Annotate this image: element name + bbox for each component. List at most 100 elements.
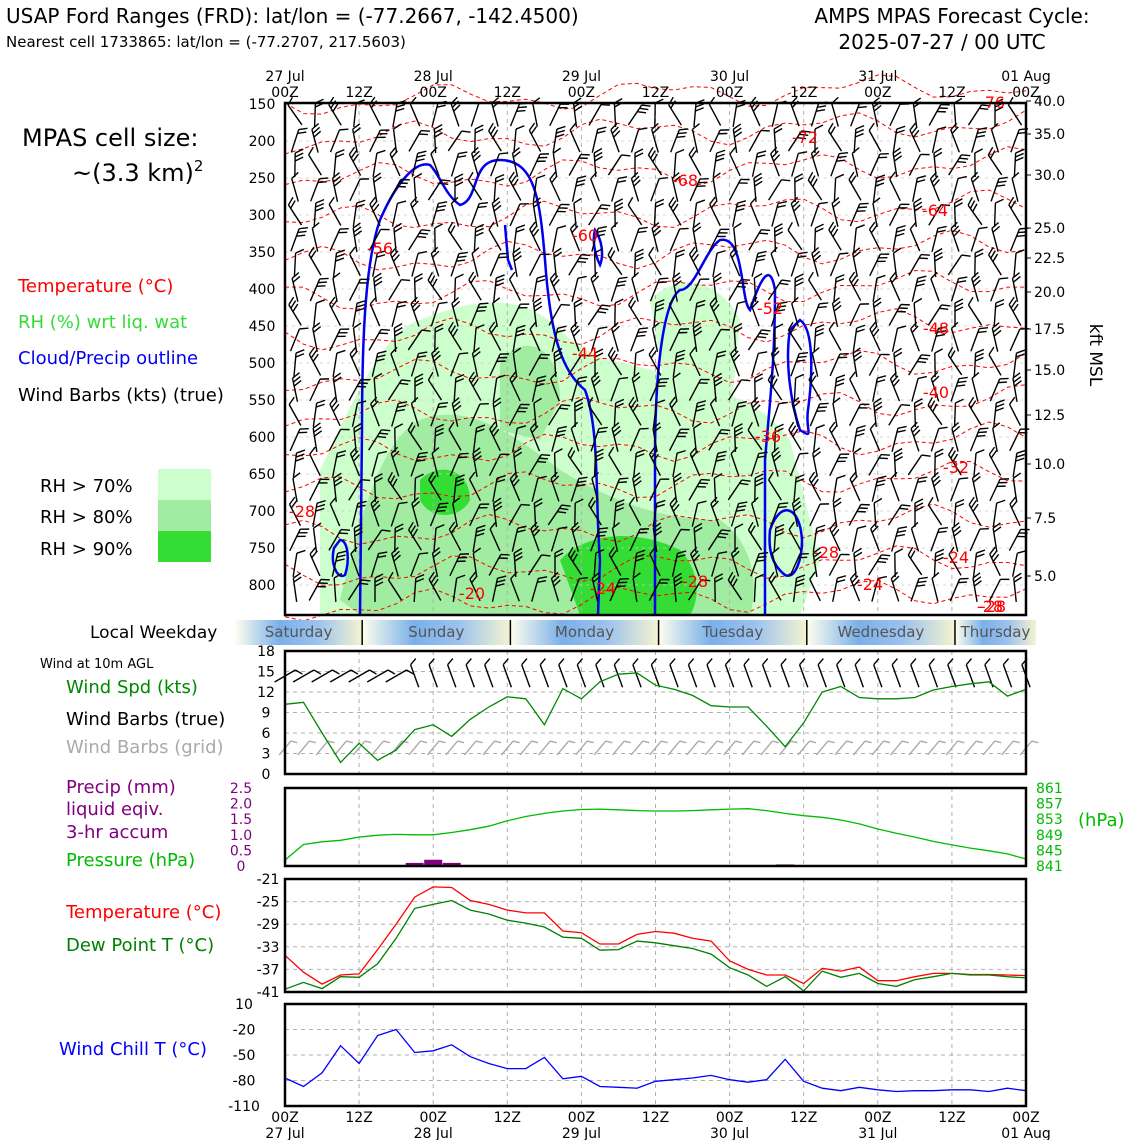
- wind-barb-feather: [971, 373, 980, 379]
- wind-barb-feather: [720, 226, 729, 233]
- wind-barb-staff: [354, 103, 357, 127]
- wind-barb-staff: [952, 178, 958, 201]
- bottom-time-tick: 12Z: [642, 1110, 669, 1126]
- pressure-axis-tick-label: 841: [1036, 859, 1063, 875]
- pressure-tick-label: 800: [249, 578, 276, 594]
- surface-wind-barb-true: [854, 659, 870, 688]
- wind-barb-staff: [350, 179, 360, 201]
- wind-barb: [635, 249, 644, 277]
- forecast-cycle-value: 2025-07-27 / 00 UTC: [838, 30, 1045, 54]
- wind-barb: [966, 297, 988, 325]
- wind-barb-feather: [516, 228, 524, 233]
- wind-barb-feather: [820, 400, 829, 407]
- wind-barb-feather: [816, 328, 824, 333]
- legend-precip-1: Precip (mm): [66, 777, 176, 798]
- surface-wind-barb-grid-staff: [409, 741, 421, 755]
- wind-barb: [293, 573, 305, 602]
- wind-note: Wind at 10m AGL: [40, 657, 154, 672]
- wind-barb: [514, 125, 524, 154]
- wind-barb-feather: [377, 149, 386, 154]
- surface-wind-barb-grid-feather: [569, 739, 576, 745]
- wind-barb-staff: [293, 553, 297, 577]
- wind-barb: [971, 225, 987, 254]
- wind-barb-feather: [594, 156, 602, 161]
- wind-barb: [849, 501, 870, 529]
- wind-barb: [952, 175, 967, 204]
- top-date-label: 29 Jul: [562, 69, 601, 85]
- wind-panel-tick-label: 12: [257, 685, 275, 701]
- wind-barb-staff: [995, 203, 996, 227]
- wind-barb-staff: [448, 131, 461, 151]
- wind-barb-feather: [594, 152, 602, 157]
- surface-wind-barb-true: [928, 659, 944, 688]
- wind-barb-staff: [373, 153, 377, 177]
- wind-barb-staff: [370, 304, 379, 326]
- temp-panel-tick-label: -25: [257, 895, 280, 911]
- wind-barb: [966, 197, 989, 225]
- surface-wind-barb-true: [613, 659, 629, 688]
- wind-barb: [850, 401, 870, 430]
- wind-barb: [368, 97, 388, 126]
- surface-wind-barb-grid-staff: [724, 741, 736, 755]
- legend-rh80-swatch: [158, 500, 211, 531]
- wind-barb-feather: [316, 199, 324, 204]
- temp-contour-label: -24: [590, 579, 616, 598]
- surface-wind-barb-grid-feather: [420, 739, 427, 745]
- weekday-label: Monday: [555, 623, 614, 641]
- wind-barb-feather: [817, 524, 825, 529]
- wind-barb-feather: [819, 200, 828, 206]
- wind-barb-feather: [635, 253, 643, 257]
- wind-barb: [890, 472, 907, 501]
- wind-barb-feather: [876, 178, 884, 183]
- wind-barb-feather: [976, 449, 984, 454]
- surface-wind-barb-grid-feather: [976, 739, 983, 745]
- wind-barb-feather: [556, 129, 565, 134]
- surface-wind-barb-feather: [817, 659, 825, 665]
- surface-wind-barb-staff: [855, 665, 863, 688]
- surface-wind-barb-feather: [669, 659, 677, 665]
- wind-barb: [975, 249, 983, 277]
- wind-barb: [430, 147, 447, 176]
- wind-barb: [615, 299, 623, 327]
- wind-barb-staff: [670, 229, 679, 251]
- wind-barb-feather: [860, 401, 869, 408]
- wind-barb: [806, 172, 828, 200]
- wind-barb-feather: [837, 574, 846, 579]
- wind-barb-feather: [1000, 475, 1009, 482]
- surface-wind-barb-true: [724, 659, 740, 688]
- surface-wind-barb-grid-staff: [446, 741, 458, 755]
- wind-barb-staff: [928, 505, 941, 525]
- wind-barb-feather: [996, 303, 1004, 308]
- wind-barb-feather: [340, 225, 349, 232]
- wind-barb-feather: [295, 457, 303, 462]
- wind-barb-staff: [772, 103, 777, 126]
- wind-barb-feather: [639, 126, 648, 132]
- wind-barb: [749, 197, 767, 226]
- wind-barb-staff: [891, 479, 899, 502]
- wind-barb-feather: [647, 247, 656, 255]
- surface-wind-barb-true: [780, 659, 796, 688]
- wind-barb-feather: [1017, 449, 1026, 454]
- surface-wind-barb-true: [465, 659, 481, 688]
- wind-barb-feather: [471, 248, 480, 254]
- wind-barb: [869, 351, 889, 379]
- surface-wind-barb-grid: [502, 739, 520, 759]
- surface-wind-barb-true: [669, 659, 685, 688]
- wind-barb-feather: [655, 203, 663, 207]
- wind-barb: [749, 127, 770, 155]
- forecast-cycle-label: AMPS MPAS Forecast Cycle:: [814, 4, 1089, 28]
- wind-barb: [991, 275, 1009, 304]
- surface-wind-barb-grid-staff: [539, 741, 551, 755]
- surface-wind-barb-feather: [502, 659, 510, 665]
- legend-precip-3: 3-hr accum: [66, 822, 168, 843]
- bottom-time-tick: 12Z: [790, 1110, 817, 1126]
- wind-barb-feather: [357, 299, 366, 304]
- surface-wind-barb-feather: [428, 659, 436, 665]
- wind-barb-feather: [516, 224, 524, 229]
- wind-barb: [370, 127, 389, 156]
- wind-barb-staff: [533, 103, 538, 127]
- wind-barb-feather: [895, 549, 903, 553]
- wind-barb-feather: [434, 129, 442, 133]
- wind-barb-feather: [1000, 375, 1009, 382]
